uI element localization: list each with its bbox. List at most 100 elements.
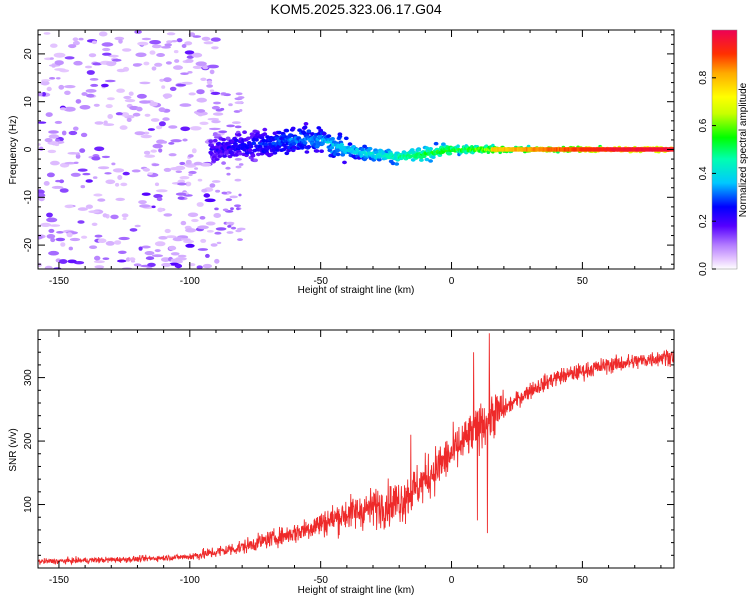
noise-blob — [88, 53, 97, 58]
spectrogram-cell — [424, 157, 430, 162]
noise-blob — [44, 265, 53, 269]
noise-blob — [200, 77, 207, 82]
spectrogram-core-cell — [551, 147, 554, 152]
noise-blob — [158, 236, 168, 240]
chart-title: KOM5.2025.323.06.17.G04 — [270, 1, 441, 17]
noise-blob — [203, 41, 214, 45]
spectrogram-core-cell — [625, 147, 628, 152]
noise-blob — [88, 210, 100, 214]
noise-blob — [163, 77, 172, 83]
spectrogram-cell — [302, 141, 308, 145]
noise-blob — [73, 60, 83, 66]
colorbar-label: Normalized spectral amplitude — [738, 82, 749, 217]
noise-blob — [185, 228, 197, 233]
spectrogram-core-cell — [502, 147, 505, 152]
noise-blob — [81, 235, 88, 239]
noise-blob — [164, 228, 171, 234]
spectrogram-cell — [237, 151, 243, 156]
spectrogram-core-cell — [531, 147, 534, 152]
noise-blob — [54, 120, 63, 124]
noise-blob — [41, 92, 47, 97]
noise-blob — [237, 238, 243, 242]
noise-blob — [69, 237, 81, 242]
noise-blob — [174, 59, 180, 63]
noise-blob — [102, 47, 111, 52]
noise-blob — [89, 245, 98, 249]
noise-blob — [137, 41, 149, 46]
spectrogram-cell — [428, 147, 433, 151]
spectrogram-cell — [208, 139, 214, 144]
snr-y-tick-label: 100 — [23, 496, 34, 513]
noise-blob — [139, 81, 151, 85]
noise-blob — [161, 257, 171, 262]
noise-blob — [222, 208, 229, 212]
noise-blob — [38, 146, 44, 151]
spectrogram-cell — [320, 141, 325, 146]
spectrogram-core-cell — [524, 147, 527, 152]
spectrogram-core-cell — [651, 147, 654, 152]
spectrogram-core-cell — [612, 147, 615, 152]
noise-blob — [199, 162, 212, 167]
noise-blob — [106, 61, 116, 67]
noise-blob — [154, 182, 160, 187]
noise-blob — [140, 134, 152, 139]
spectrogram-core-cell — [607, 147, 610, 152]
spectrogram-cell — [456, 144, 460, 148]
colorbar-frame — [711, 29, 738, 270]
noise-blob — [134, 224, 141, 228]
noise-blob — [61, 130, 67, 136]
spectrogram-core-cell — [509, 147, 512, 152]
spectrogram-y-tick-label: -20 — [23, 237, 34, 252]
noise-blob — [180, 126, 191, 132]
noise-blob — [90, 83, 99, 87]
noise-blob — [151, 163, 160, 167]
noise-blob — [149, 40, 162, 45]
noise-blob — [226, 231, 234, 234]
noise-blob — [133, 263, 142, 267]
spectrogram-cell — [486, 150, 491, 154]
noise-blob — [115, 197, 125, 201]
noise-blob — [117, 250, 127, 254]
noise-blob — [201, 188, 208, 193]
spectrogram-core-cell — [534, 147, 537, 152]
spectrogram-core-cell — [623, 147, 626, 152]
noise-blob — [149, 101, 158, 107]
spectrogram-core-cell — [511, 147, 514, 152]
noise-blob — [162, 93, 173, 99]
noise-blob — [206, 80, 213, 85]
spectrogram-cell — [286, 148, 291, 153]
spectrogram-core-cell — [636, 147, 639, 152]
noise-blob — [234, 158, 242, 161]
noise-blob — [196, 265, 203, 269]
noise-blob — [229, 195, 238, 199]
noise-blob — [165, 61, 172, 65]
noise-blob — [143, 150, 151, 155]
noise-blob — [201, 36, 211, 41]
spectrogram-core-cell — [594, 147, 597, 152]
snr-x-tick-label: -100 — [180, 575, 200, 586]
noise-blob — [154, 249, 161, 253]
noise-blob — [191, 218, 199, 223]
noise-blob — [91, 222, 98, 226]
noise-blob — [70, 172, 81, 177]
snr-x-tick-label: -50 — [313, 575, 328, 586]
noise-blob — [103, 123, 115, 126]
noise-blob — [205, 253, 210, 258]
spectrogram-core-cell — [545, 147, 548, 152]
noise-blob — [197, 113, 204, 117]
noise-blob — [85, 204, 93, 209]
noise-blob — [73, 126, 79, 131]
spectrogram-core-cell — [592, 147, 596, 152]
noise-blob — [101, 42, 114, 47]
spectrogram-core-cell — [640, 147, 643, 152]
noise-blob — [104, 79, 116, 83]
noise-blob — [175, 170, 182, 173]
noise-blob — [185, 181, 192, 187]
spectrogram-cell — [263, 142, 269, 146]
spectrogram-cell — [221, 161, 227, 165]
spectrogram-core-cell — [602, 147, 605, 152]
spectrogram-core-cell — [492, 147, 495, 152]
snr-line — [38, 333, 674, 566]
noise-blob — [183, 239, 195, 244]
noise-blob — [119, 125, 128, 130]
